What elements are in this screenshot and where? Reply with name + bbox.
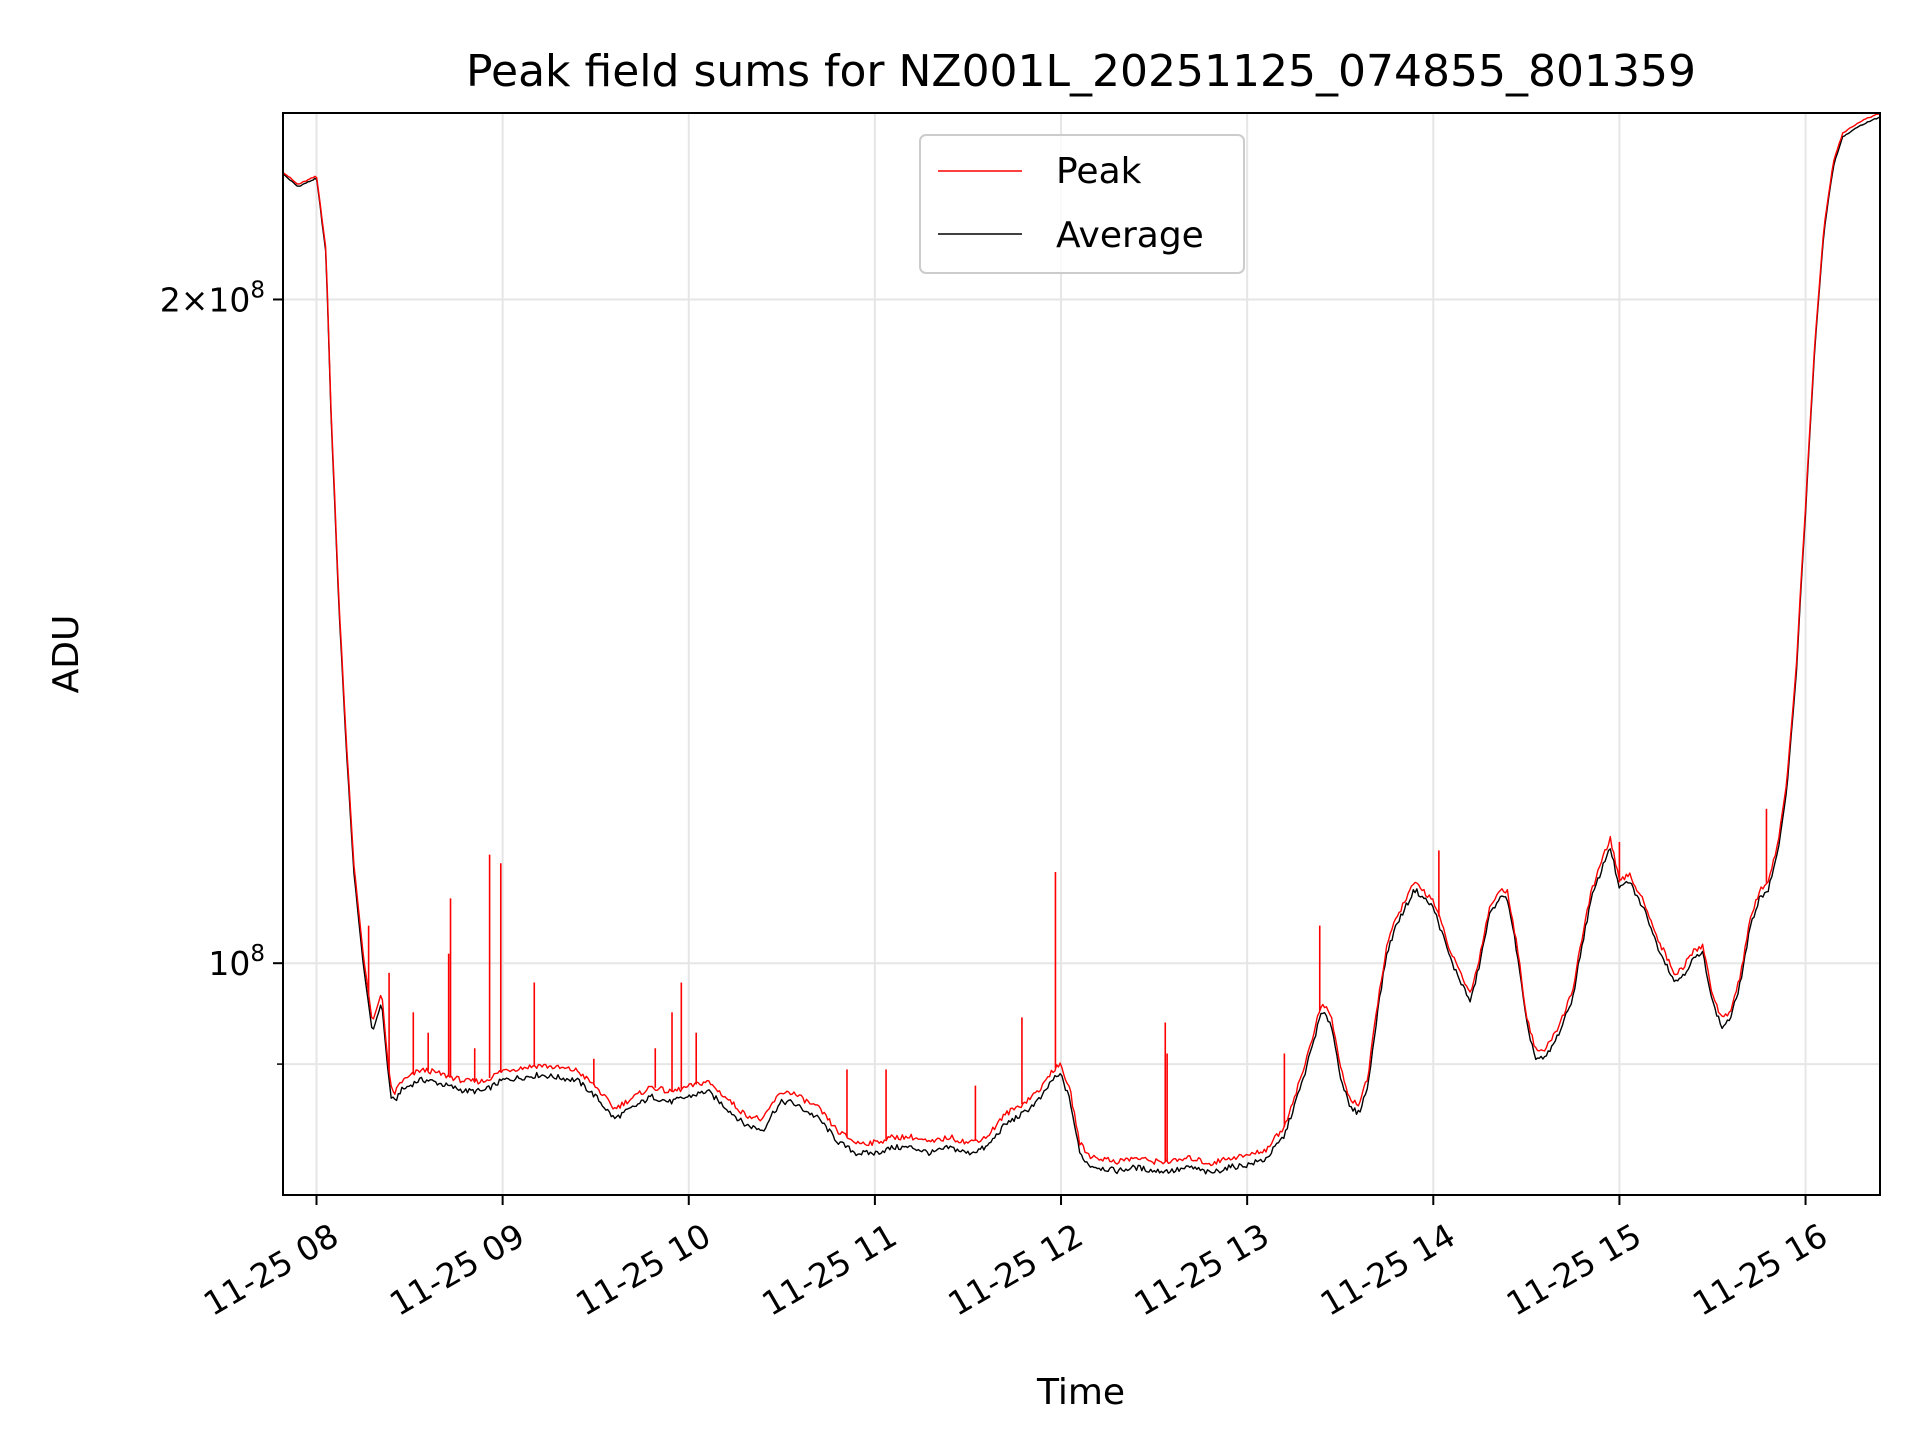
x-axis-label: Time: [1036, 1372, 1125, 1413]
chart-title: Peak field sums for NZ001L_20251125_0748…: [466, 46, 1696, 97]
y-axis: 108 2×108: [160, 277, 283, 1065]
y-axis-label: ADU: [46, 615, 87, 694]
series-line-peak: [282, 112, 1881, 1167]
grid: [283, 113, 1880, 1195]
series-layer: [282, 112, 1881, 1175]
legend-label-average: Average: [1056, 215, 1204, 256]
y-tick-label: 108: [208, 941, 265, 983]
legend-box: [919, 134, 1245, 274]
legend-label-peak: Peak: [1056, 151, 1142, 192]
plot-frame: [282, 112, 1881, 1196]
legend: Peak Average: [919, 134, 1245, 274]
y-tick-label: 2×108: [160, 277, 265, 319]
series-line-average: [282, 116, 1881, 1175]
